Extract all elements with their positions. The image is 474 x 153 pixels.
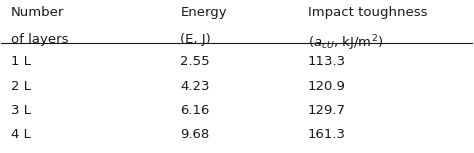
Text: (E, J): (E, J) [181,33,211,46]
Text: of layers: of layers [11,33,68,46]
Text: ($a_{cU}$, kJ/m$^2$): ($a_{cU}$, kJ/m$^2$) [308,33,383,52]
Text: 3 L: 3 L [11,104,31,117]
Text: Impact toughness: Impact toughness [308,6,427,19]
Text: 2.55: 2.55 [181,55,210,68]
Text: Number: Number [11,6,64,19]
Text: 4 L: 4 L [11,128,31,141]
Text: 6.16: 6.16 [181,104,210,117]
Text: 9.68: 9.68 [181,128,210,141]
Text: Energy: Energy [181,6,227,19]
Text: 4.23: 4.23 [181,80,210,93]
Text: 2 L: 2 L [11,80,31,93]
Text: 1 L: 1 L [11,55,31,68]
Text: 161.3: 161.3 [308,128,346,141]
Text: 120.9: 120.9 [308,80,346,93]
Text: 129.7: 129.7 [308,104,346,117]
Text: 113.3: 113.3 [308,55,346,68]
